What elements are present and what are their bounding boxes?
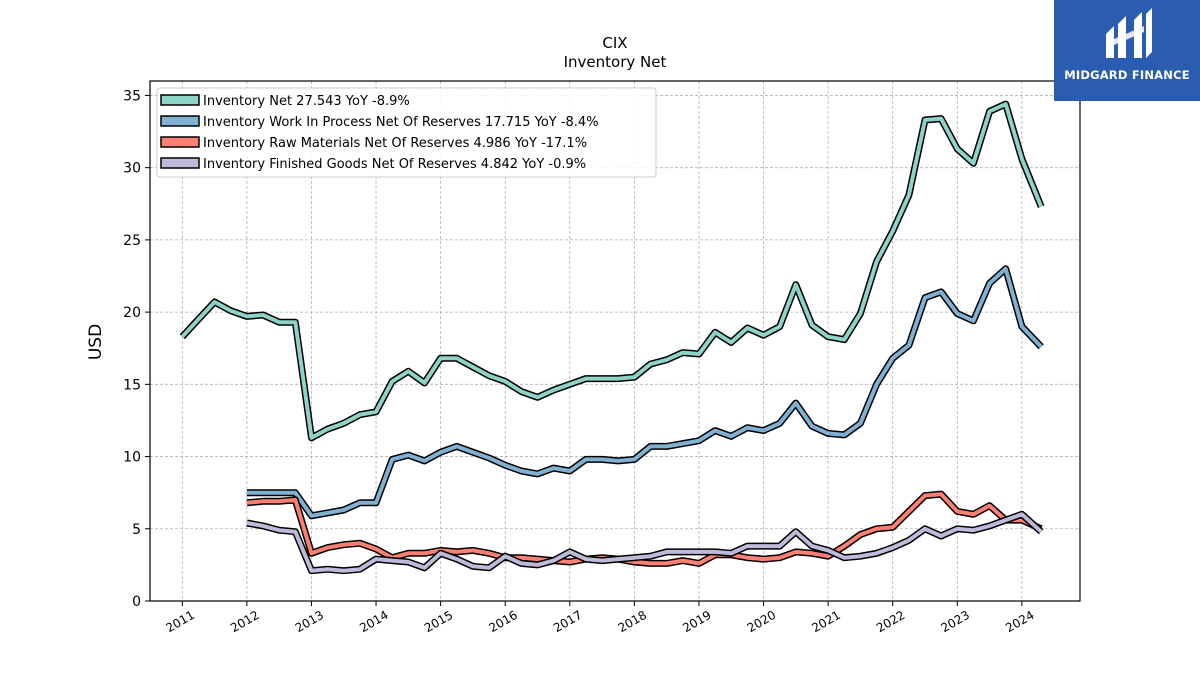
legend-label: Inventory Raw Materials Net Of Reserves … <box>203 136 587 151</box>
legend-label: Inventory Work In Process Net Of Reserve… <box>203 115 599 130</box>
y-tick-label: 5 <box>132 522 141 538</box>
y-tick-label: 35 <box>123 88 141 104</box>
series-line-0 <box>180 102 1044 440</box>
legend-swatch <box>160 136 200 148</box>
chart-subtitle: Inventory Net <box>564 53 667 71</box>
y-tick-label: 30 <box>123 161 141 177</box>
legend: Inventory Net 27.543 YoY -8.9% Inventory … <box>156 87 657 178</box>
series-lines <box>179 100 1045 575</box>
legend-swatch <box>160 94 200 106</box>
plot-frame <box>149 80 1081 602</box>
y-tick-label: 0 <box>132 594 141 610</box>
y-axis-label: USD <box>86 324 106 360</box>
brand-logo-icon <box>1106 8 1152 58</box>
y-tick-label: 10 <box>123 450 141 466</box>
series-line-1 <box>246 266 1043 518</box>
series-line-3 <box>246 512 1043 573</box>
y-tick-label: 25 <box>123 233 141 249</box>
chart-title: CIX <box>602 34 627 52</box>
legend-swatch <box>160 115 200 127</box>
legend-box <box>156 87 657 178</box>
y-tick-label: 15 <box>123 377 141 393</box>
brand-logo: MIDGARD FINANCE <box>1054 0 1200 101</box>
brand-name: MIDGARD FINANCE <box>1064 68 1190 82</box>
legend-label: Inventory Finished Goods Net Of Reserves… <box>203 157 586 172</box>
series-line-2 <box>246 492 1043 566</box>
y-tick-label: 20 <box>123 305 141 321</box>
legend-label: Inventory Net 27.543 YoY -8.9% <box>203 94 410 109</box>
legend-swatch <box>160 157 200 169</box>
